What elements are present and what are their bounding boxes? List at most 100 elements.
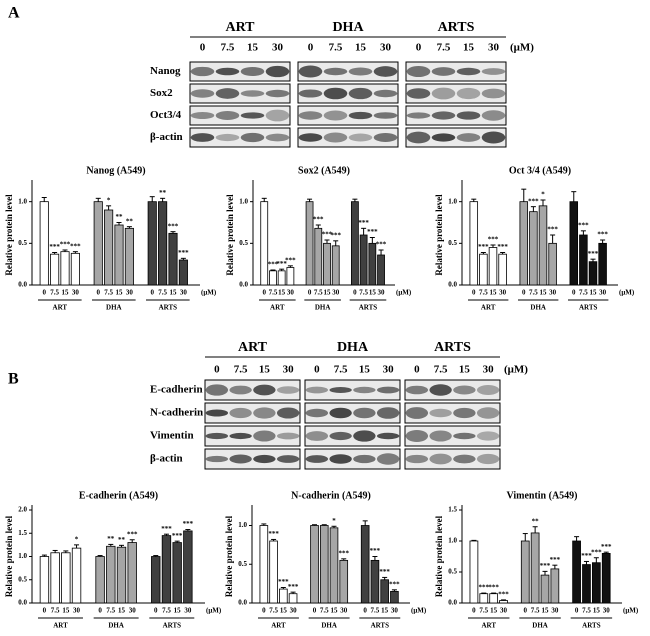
x-tick-label: 7.5 [158,289,167,297]
significance: *** [367,228,378,236]
group-label: DHA [315,304,331,312]
significance: * [107,196,111,204]
x-tick-label: 15 [590,289,598,297]
significance: *** [550,556,561,564]
bar [380,579,389,604]
x-tick-label: 30 [126,289,134,297]
blot-band [205,384,229,396]
dose-label: 30 [283,364,295,376]
drug-label: DHA [337,340,369,355]
bar [104,209,114,286]
x-tick-label: 30 [72,289,80,297]
blot-band [240,66,265,77]
drug-label: ART [225,20,255,35]
blot-band [406,131,431,144]
bar [479,253,488,286]
x-tick-label: 15 [490,289,498,297]
significance: *** [488,584,499,592]
y-tick-label: 1.0 [18,197,27,205]
x-unit: (μM) [206,607,222,615]
bar [277,270,286,286]
dose-label: 15 [247,42,259,54]
dose-label: 15 [459,364,471,376]
bar [390,590,399,604]
blot-box [405,83,507,104]
x-tick-label: 15 [118,607,126,615]
bar [95,556,105,604]
x-tick-label: 0 [472,289,476,297]
bar [591,562,601,604]
significance: *** [172,532,183,540]
bar [106,545,116,604]
x-tick-label: 15 [540,289,548,297]
x-tick-label: 0 [363,607,367,615]
blot-band [405,385,429,395]
x-tick-label: 30 [603,607,611,615]
bar [329,527,339,604]
blot-box [404,402,501,424]
blot-band [376,386,400,394]
dose-label: 15 [359,364,371,376]
x-tick-label: 0 [472,607,476,615]
x-tick-label: 30 [290,607,298,615]
blot-band [190,66,215,77]
x-tick-label: 30 [391,607,399,615]
x-tick-label: 7.5 [106,607,115,615]
blot-band [190,89,215,98]
dose-label: 0 [314,364,320,376]
blot-band [376,432,400,440]
bar [489,593,499,604]
bar [178,259,188,286]
group-label: ART [481,304,496,312]
significance: *** [322,231,333,239]
blot-band [240,112,265,119]
blot-band [276,386,300,394]
bar [93,201,103,286]
blot-band [205,432,229,440]
x-tick-label: 0 [575,607,579,615]
bar [550,568,560,604]
blot-box [304,402,401,424]
blot-band [323,132,348,143]
blot-band [376,407,400,419]
blot-band [453,454,476,464]
x-tick-label: 15 [174,607,182,615]
group-label: ART [53,304,68,312]
blot-band [253,430,276,442]
drug-label: DHA [332,20,364,35]
significance: ** [532,517,540,525]
blot-box [404,448,501,470]
blot-box [189,127,291,148]
blot-band [265,89,290,98]
blot-band [353,430,376,442]
significance: *** [285,256,296,264]
bar [359,234,368,286]
bar [71,547,82,604]
group-label: ARTS [159,304,178,312]
x-tick-label: 15 [170,289,178,297]
bar [479,593,489,604]
blot-band [190,112,215,119]
x-unit: (μM) [201,289,217,297]
x-unit: (μM) [623,607,639,615]
x-tick-label: 7.5 [320,607,329,615]
blot-band [205,409,229,417]
significance: *** [278,578,289,586]
significance: *** [498,591,509,599]
blot-box [304,448,401,470]
bar [259,525,269,604]
dose-label: 7.5 [434,364,448,376]
y-tick-label: 0.5 [448,568,457,576]
x-tick-label: 0 [313,607,317,615]
blot-band [215,111,240,120]
bar [548,242,557,286]
x-tick-label: 30 [599,289,607,297]
row-label: Vimentin [150,430,194,442]
blot-box [405,105,507,126]
bar [158,201,168,286]
group-label: DHA [321,622,337,630]
drug-label: ARTS [434,340,471,355]
significance: *** [127,530,138,538]
blot-box [189,83,291,104]
y-tick-label: 0.0 [448,599,457,607]
